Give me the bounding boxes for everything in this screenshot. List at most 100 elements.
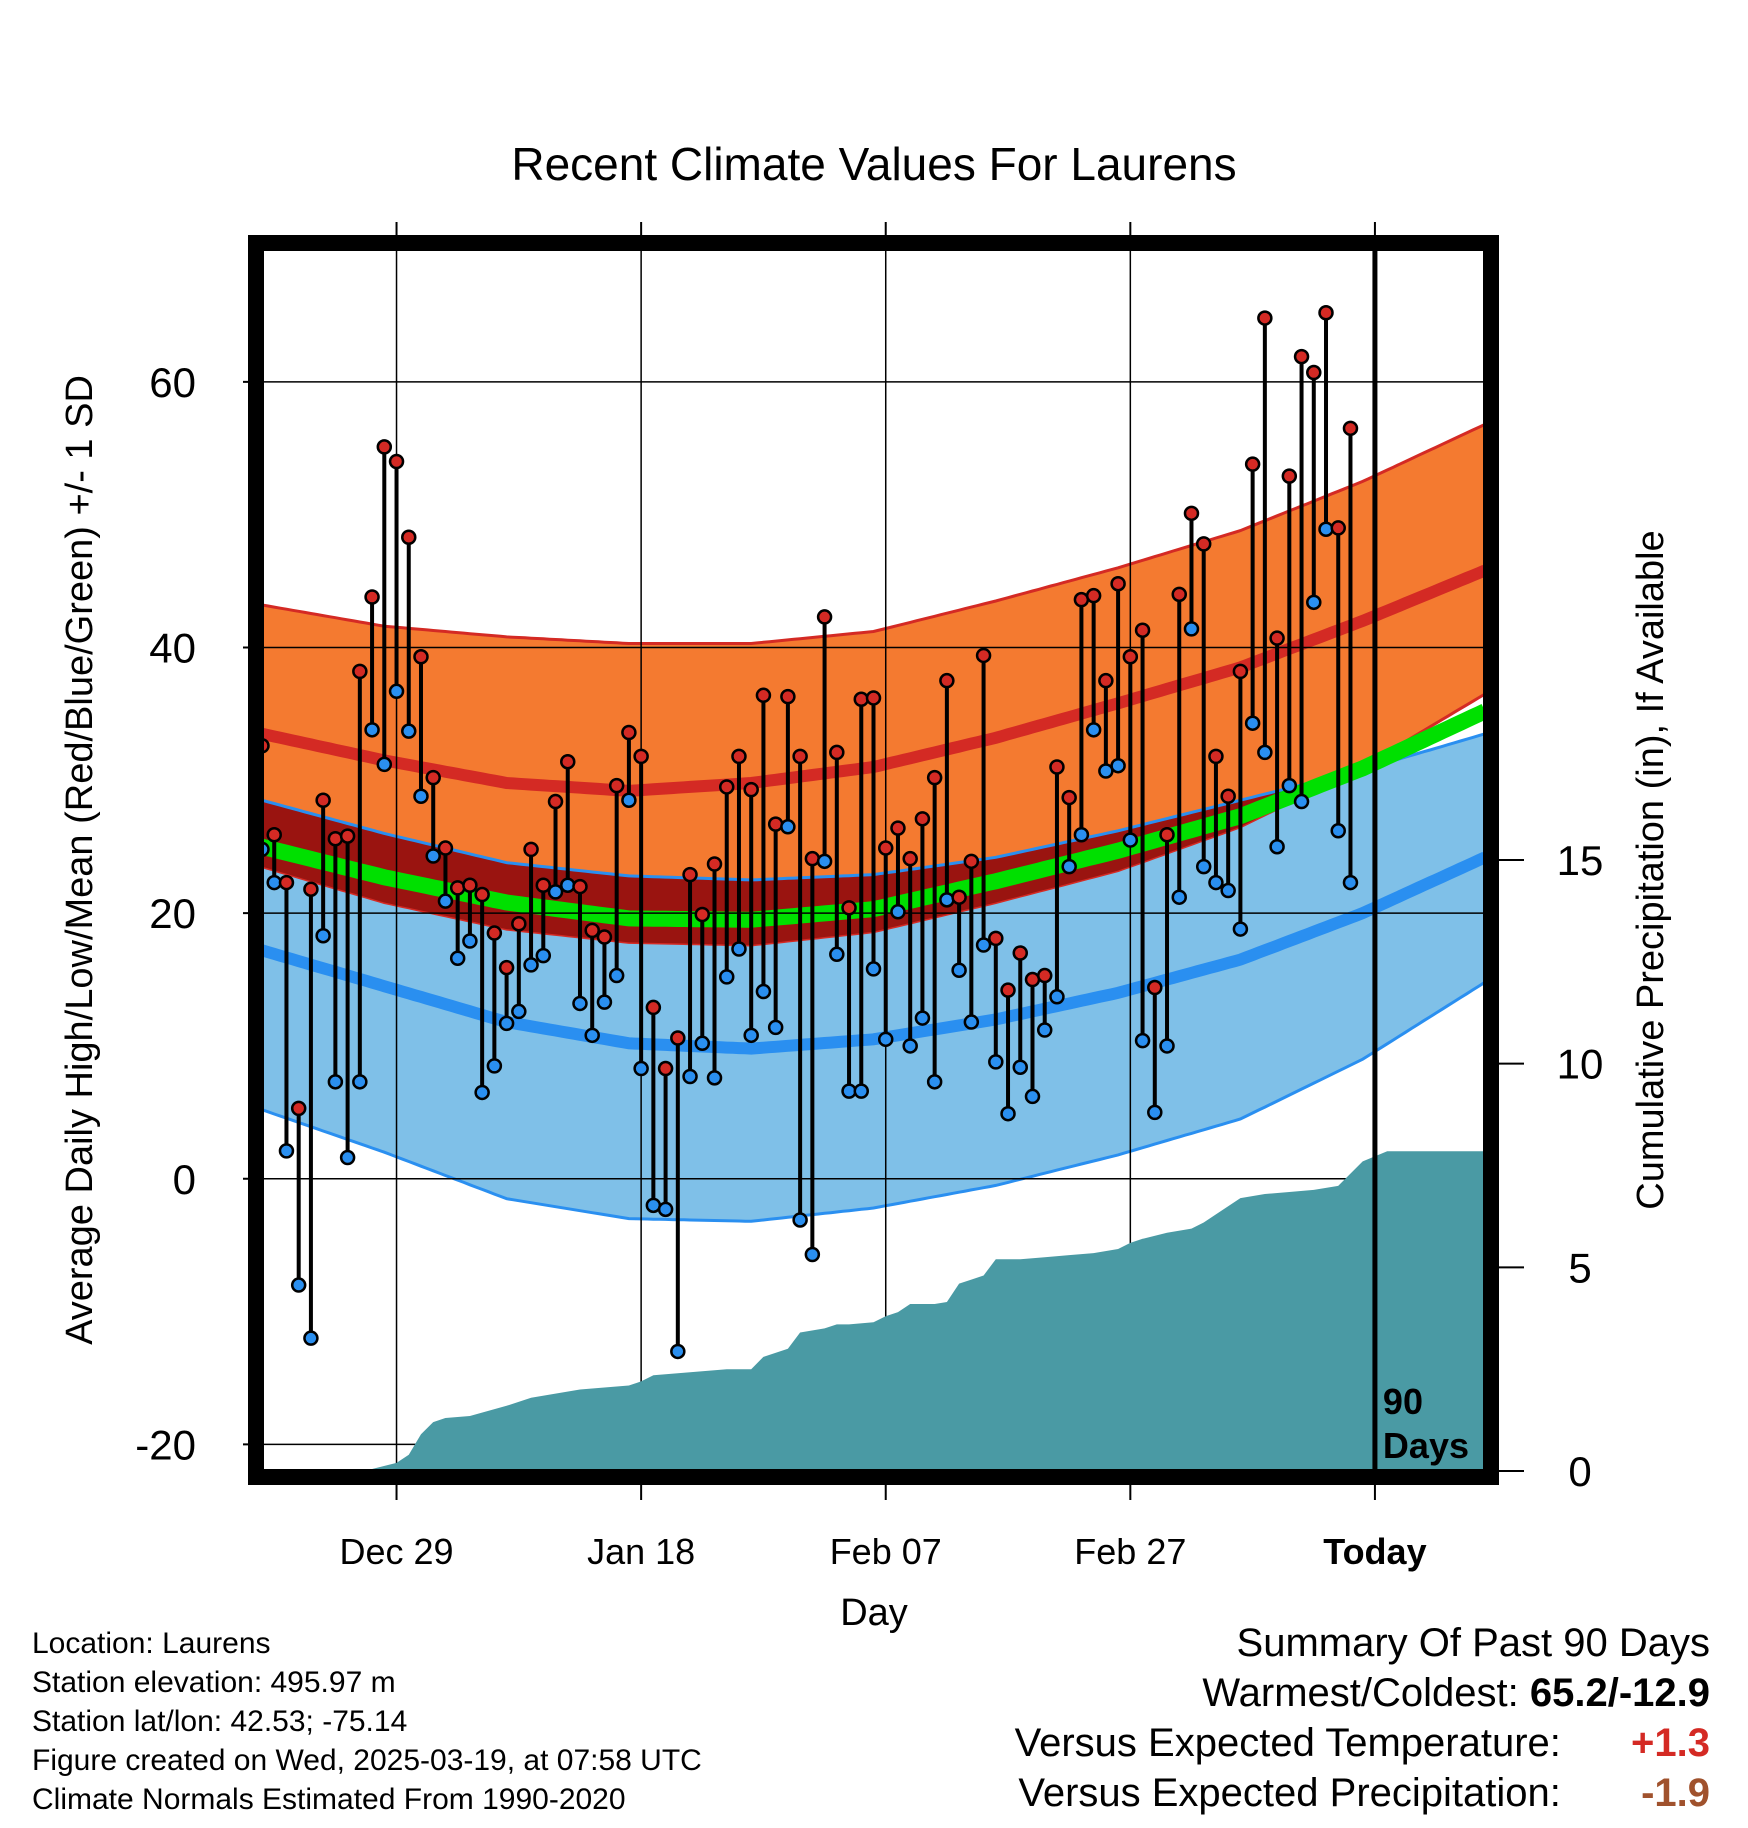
high-temp-marker bbox=[1293, 348, 1310, 365]
low-temp-marker bbox=[1330, 823, 1346, 839]
summary-precip-row: Versus Expected Precipitation: -1.9 bbox=[1015, 1768, 1710, 1818]
high-temp-marker bbox=[853, 691, 870, 708]
high-temp-marker bbox=[608, 777, 625, 794]
low-temp-marker bbox=[352, 1074, 368, 1090]
y-tick-label: 0 bbox=[173, 1156, 196, 1203]
high-temp-marker bbox=[1147, 979, 1163, 996]
high-temp-marker bbox=[462, 877, 478, 893]
high-temp-marker bbox=[547, 793, 564, 810]
low-temp-marker bbox=[1122, 832, 1139, 848]
y2-tick-label: 10 bbox=[1557, 1041, 1604, 1088]
low-temp-marker bbox=[425, 848, 441, 864]
low-temp-marker bbox=[401, 723, 417, 739]
low-temp-marker bbox=[670, 1343, 686, 1360]
low-temp-marker bbox=[1281, 777, 1298, 794]
high-temp-marker bbox=[339, 828, 356, 844]
low-temp-marker bbox=[780, 819, 796, 835]
low-temp-marker bbox=[1171, 889, 1187, 905]
high-temp-marker bbox=[523, 841, 539, 858]
low-temp-marker bbox=[547, 884, 564, 900]
high-temp-marker bbox=[364, 589, 380, 605]
low-temp-marker bbox=[743, 1027, 759, 1044]
y2-tick-label: 5 bbox=[1568, 1244, 1591, 1291]
low-temp-marker bbox=[376, 756, 393, 773]
high-temp-marker bbox=[449, 880, 466, 896]
high-temp-marker bbox=[1036, 967, 1053, 984]
high-temp-marker bbox=[804, 850, 821, 867]
high-temp-marker bbox=[1220, 788, 1236, 804]
low-temp-marker bbox=[560, 877, 576, 893]
high-temp-marker bbox=[1281, 468, 1298, 484]
low-temp-marker bbox=[511, 1003, 527, 1020]
high-temp-marker bbox=[755, 687, 772, 704]
low-temp-marker bbox=[1098, 763, 1114, 779]
y-axis: 60 40 20 0 -20 bbox=[135, 248, 262, 1468]
high-temp-marker bbox=[1195, 536, 1212, 552]
high-temp-marker bbox=[1171, 586, 1187, 603]
low-temp-marker bbox=[633, 1060, 649, 1077]
high-temp-marker bbox=[584, 922, 600, 939]
station-elevation: Station elevation: 495.97 m bbox=[32, 1666, 396, 1699]
low-temp-marker bbox=[535, 947, 552, 964]
x-axis: Dec 29 Jan 18 Feb 07 Feb 27 Today bbox=[339, 222, 1427, 1572]
high-temp-marker bbox=[596, 929, 613, 945]
high-temp-marker bbox=[706, 856, 723, 872]
low-temp-marker bbox=[1024, 1088, 1041, 1105]
high-temp-marker bbox=[841, 900, 857, 916]
climate-normals-period: Climate Normals Estimated From 1990-2020 bbox=[32, 1783, 626, 1816]
summary-warmest-row: Warmest/Coldest: 65.2/-12.9 bbox=[1015, 1668, 1710, 1718]
high-temp-marker bbox=[926, 769, 943, 786]
high-temp-marker bbox=[1342, 420, 1359, 437]
precip-label: Versus Expected Precipitation: bbox=[1018, 1771, 1561, 1815]
low-temp-marker bbox=[364, 722, 380, 738]
low-temp-marker bbox=[1269, 838, 1285, 855]
obs-sticks bbox=[262, 312, 1353, 1352]
low-temp-marker bbox=[902, 1038, 918, 1054]
high-temp-marker bbox=[1208, 748, 1224, 765]
precip-value: -1.9 bbox=[1641, 1771, 1710, 1815]
low-temp-marker bbox=[1012, 1059, 1029, 1075]
low-temp-marker bbox=[951, 962, 967, 978]
high-temp-marker bbox=[388, 453, 405, 470]
low-temp-marker bbox=[621, 792, 637, 808]
low-temp-marker bbox=[523, 957, 539, 973]
high-temp-marker bbox=[498, 959, 515, 976]
x-tick-label: Today bbox=[1323, 1531, 1426, 1572]
chart-title: Recent Climate Values For Laurens bbox=[511, 138, 1236, 190]
observations bbox=[262, 305, 1359, 1360]
figure-created: Figure created on Wed, 2025-03-19, at 07… bbox=[32, 1744, 702, 1777]
high-temp-marker bbox=[572, 878, 588, 895]
low-temp-marker bbox=[926, 1074, 943, 1090]
high-temp-marker bbox=[1049, 759, 1065, 775]
precipitation-area bbox=[262, 1151, 1485, 1471]
low-temp-marker bbox=[1085, 722, 1102, 738]
high-temp-marker bbox=[1000, 982, 1016, 998]
low-temp-marker bbox=[1244, 715, 1261, 731]
low-temp-marker bbox=[963, 1014, 980, 1030]
low-temp-marker bbox=[1110, 757, 1126, 774]
low-temp-marker bbox=[303, 1330, 319, 1346]
low-temp-marker bbox=[1000, 1105, 1016, 1122]
low-temp-marker bbox=[1073, 827, 1090, 843]
summary-panel: Summary Of Past 90 Days Warmest/Coldest:… bbox=[1015, 1618, 1710, 1818]
high-temp-marker bbox=[1183, 505, 1200, 522]
low-temp-marker bbox=[572, 995, 588, 1012]
low-temp-marker bbox=[449, 950, 466, 967]
low-temp-marker bbox=[890, 904, 906, 920]
low-temp-marker bbox=[498, 1015, 515, 1032]
high-temp-marker bbox=[767, 816, 784, 832]
low-temp-marker bbox=[1257, 744, 1273, 761]
precip-area-fill bbox=[262, 1151, 1485, 1471]
station-latlon: Station lat/lon: 42.53; -75.14 bbox=[32, 1705, 408, 1738]
high-temp-marker bbox=[535, 877, 552, 893]
low-temp-marker bbox=[1293, 793, 1310, 810]
high-temp-marker bbox=[890, 820, 906, 836]
low-temp-marker bbox=[1159, 1038, 1175, 1054]
high-temp-marker bbox=[303, 881, 319, 897]
high-temp-marker bbox=[1085, 587, 1102, 604]
high-temp-marker bbox=[1306, 364, 1322, 381]
low-temp-marker bbox=[339, 1149, 356, 1166]
low-temp-marker bbox=[914, 1010, 931, 1026]
low-temp-marker bbox=[865, 961, 882, 977]
high-temp-marker bbox=[633, 748, 649, 765]
